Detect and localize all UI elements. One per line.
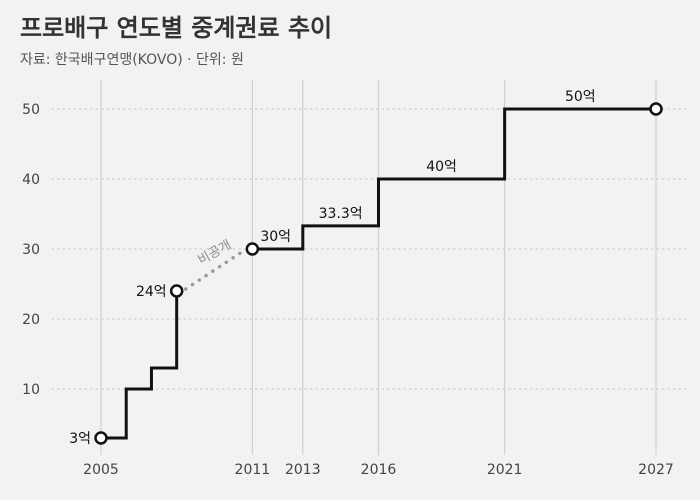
- series-line-before: [101, 291, 179, 440]
- x-tick-label: 2005: [83, 462, 119, 478]
- y-tick-label: 30: [22, 242, 40, 258]
- gap-label: 비공개: [195, 238, 234, 269]
- data-label: 33.3억: [319, 206, 363, 222]
- series-line-after: [252, 107, 656, 251]
- x-tick-label: 2027: [638, 462, 674, 478]
- y-axis: 10 20 30 40 50: [22, 102, 40, 398]
- x-tick-label: 2021: [487, 462, 523, 478]
- data-point-marker: [649, 102, 663, 116]
- data-label: 40억: [426, 159, 457, 175]
- data-label: 24억: [136, 284, 167, 300]
- grid: [51, 80, 691, 455]
- data-label: 30억: [260, 229, 291, 245]
- x-tick-label: 2013: [285, 462, 321, 478]
- x-axis: 2005 2011 2013 2016 2021 2027: [83, 462, 674, 478]
- chart-subtitle: 자료: 한국배구연맹(KOVO) · 단위: 원: [20, 52, 244, 68]
- data-label: 3억: [69, 431, 91, 447]
- x-tick-label: 2011: [235, 462, 271, 478]
- plot-area: 비공개 3억 24억 30억 33.3억 40억 50억: [69, 89, 663, 447]
- chart-title: 프로배구 연도별 중계권료 추이: [20, 14, 332, 42]
- gap-dotted-line: [183, 249, 246, 291]
- data-point-marker: [245, 242, 260, 256]
- data-label: 50억: [565, 89, 596, 105]
- y-tick-label: 20: [22, 312, 40, 328]
- y-tick-label: 40: [22, 172, 40, 188]
- y-tick-label: 50: [22, 102, 40, 118]
- x-tick-label: 2016: [361, 462, 397, 478]
- data-point-marker: [94, 431, 108, 445]
- data-point-marker: [169, 284, 184, 298]
- y-tick-label: 10: [22, 382, 40, 398]
